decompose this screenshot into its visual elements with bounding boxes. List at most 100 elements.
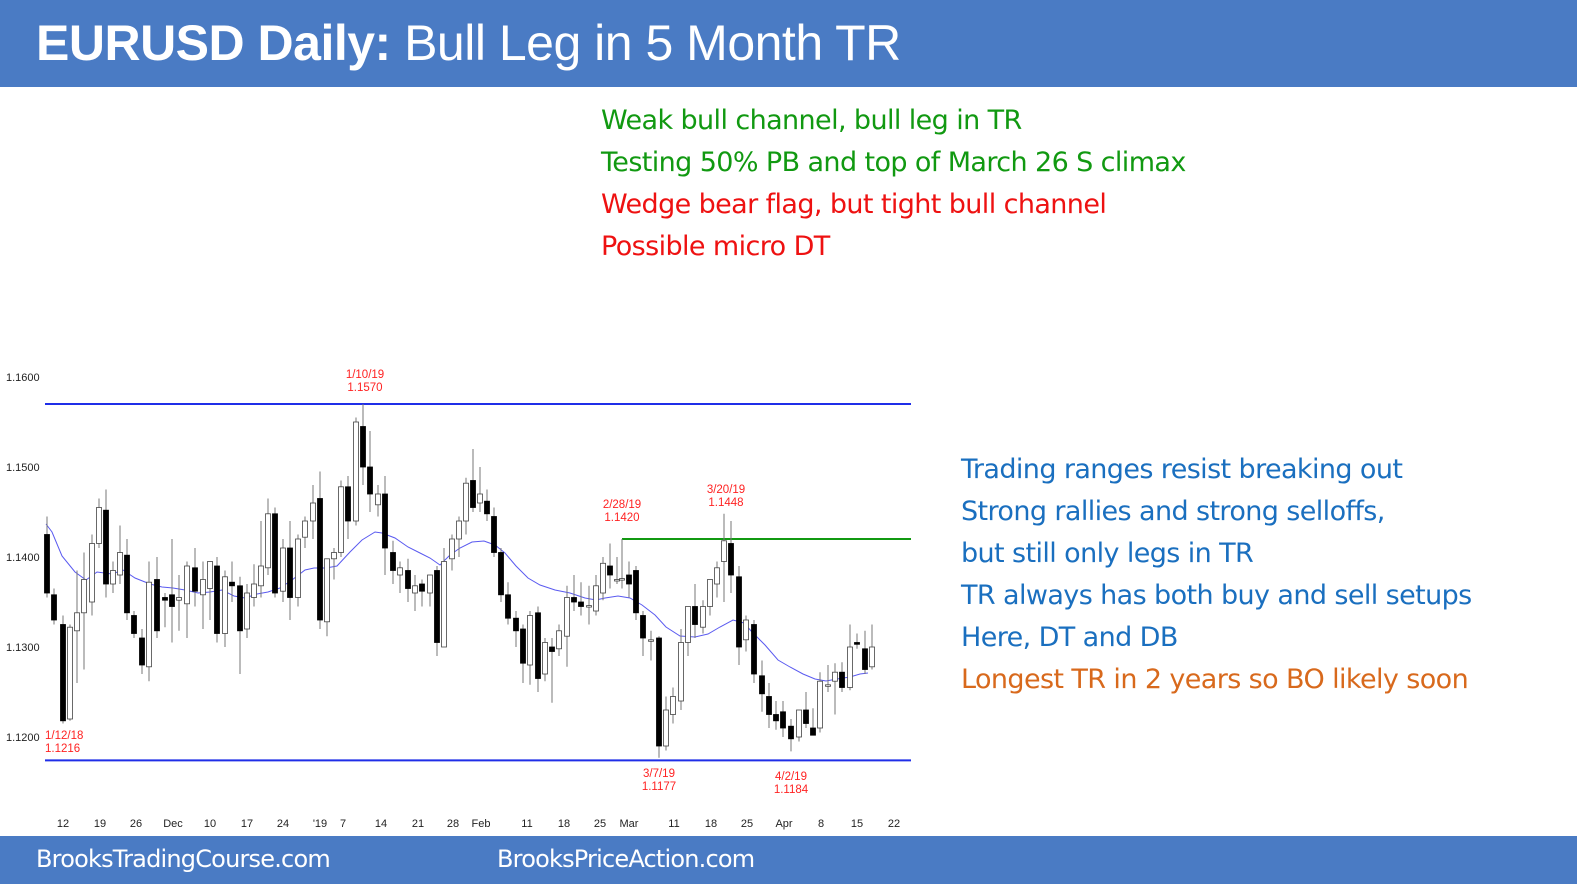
candle (124, 539, 130, 620)
price-annotation: 3/7/19 (643, 768, 675, 780)
candle (854, 633, 860, 649)
candle-body (847, 646, 853, 688)
candle (244, 584, 250, 638)
x-tick-label: 18 (558, 818, 570, 830)
candle (229, 561, 235, 602)
candle-body (96, 507, 102, 544)
candle-body (117, 552, 123, 576)
candle-body (549, 646, 555, 652)
x-tick-label: 8 (818, 818, 824, 830)
candle (265, 498, 271, 575)
note-line: Trading ranges resist breaking out (961, 454, 1403, 485)
footer-link-price-action[interactable]: BrooksPriceAction.com (497, 845, 755, 873)
candle (593, 575, 599, 616)
candle (796, 709, 802, 742)
candle-body (207, 561, 213, 589)
candle (484, 489, 490, 521)
candle-body (390, 552, 396, 571)
candle-body (633, 570, 639, 614)
price-annotation: 1.1177 (642, 781, 676, 793)
candle-body (759, 675, 765, 695)
candle-body (607, 565, 613, 576)
candle-body (324, 558, 330, 623)
candle (81, 552, 87, 670)
candle-body (419, 583, 425, 592)
candle (656, 636, 662, 758)
candle-body (192, 567, 198, 592)
candle (222, 570, 228, 647)
candle (520, 624, 526, 683)
candle-body (214, 565, 220, 634)
candle (103, 489, 109, 598)
candle-body (773, 714, 779, 722)
candle-body (685, 606, 691, 643)
candle-body (131, 615, 137, 634)
candle (670, 687, 676, 724)
candle-body (564, 597, 570, 637)
price-annotation: 3/20/19 (707, 484, 745, 496)
candle-body (839, 671, 845, 688)
candle-body (405, 570, 411, 589)
candle (67, 624, 73, 721)
candle (419, 579, 425, 607)
candle (780, 701, 786, 737)
x-tick-label: 24 (277, 818, 289, 830)
candle (110, 561, 116, 593)
candle-body (287, 547, 293, 598)
candle-body (825, 684, 831, 687)
candle-body (434, 570, 440, 643)
candle (766, 683, 772, 728)
candle-body (353, 421, 359, 522)
footer-banner: BrooksTradingCourse.com BrooksPriceActio… (0, 836, 1577, 884)
x-tick-label: 7 (340, 818, 346, 830)
candle-body (491, 516, 497, 553)
x-tick-label: 11 (668, 818, 679, 830)
candle (571, 575, 577, 611)
x-tick-label: Dec (163, 818, 183, 830)
candle-body (51, 594, 57, 621)
candle-body (110, 570, 116, 585)
price-annotation: 1.1184 (774, 784, 809, 796)
candle-body (310, 502, 316, 522)
candle (607, 543, 613, 589)
candle (542, 638, 548, 682)
candle-body (74, 612, 80, 632)
candle-body (146, 581, 152, 668)
candle (564, 585, 570, 667)
price-annotation: 1.1570 (347, 382, 382, 394)
candle (714, 561, 720, 598)
candle (295, 534, 301, 607)
candle-body (367, 466, 373, 495)
candle (146, 561, 152, 682)
x-tick-label: 25 (594, 818, 606, 830)
candle-body (375, 493, 381, 506)
footer-link-trading-course[interactable]: BrooksTradingCourse.com (36, 845, 331, 873)
y-tick-label: 1.1500 (6, 462, 40, 474)
candle-body (456, 520, 462, 540)
candle-body (721, 540, 727, 562)
candle (707, 579, 713, 616)
candle-body (237, 585, 243, 632)
x-tick-label: 19 (94, 818, 106, 830)
x-tick-label: Feb (472, 818, 491, 830)
note-line: Longest TR in 2 years so BO likely soon (961, 664, 1469, 695)
candle (96, 498, 102, 548)
candle-body (542, 642, 548, 675)
x-tick-label: 11 (521, 818, 532, 830)
candle (280, 539, 286, 602)
note-line: TR always has both buy and sell setups (961, 580, 1472, 611)
candle-body (766, 696, 772, 715)
candle (237, 576, 243, 674)
candle (353, 417, 359, 526)
candle-body (449, 538, 455, 560)
candle (817, 672, 823, 733)
candle (360, 404, 366, 485)
candle-body (484, 500, 490, 515)
candle (382, 476, 388, 575)
candles (44, 404, 875, 758)
horizontal-levels (45, 403, 911, 762)
candle (736, 566, 742, 665)
candle-body (477, 493, 483, 504)
price-annotations: 1/10/191.1570 1/12/181.1216 2/28/191.1420 3… (45, 369, 809, 796)
candle-body (692, 606, 698, 625)
